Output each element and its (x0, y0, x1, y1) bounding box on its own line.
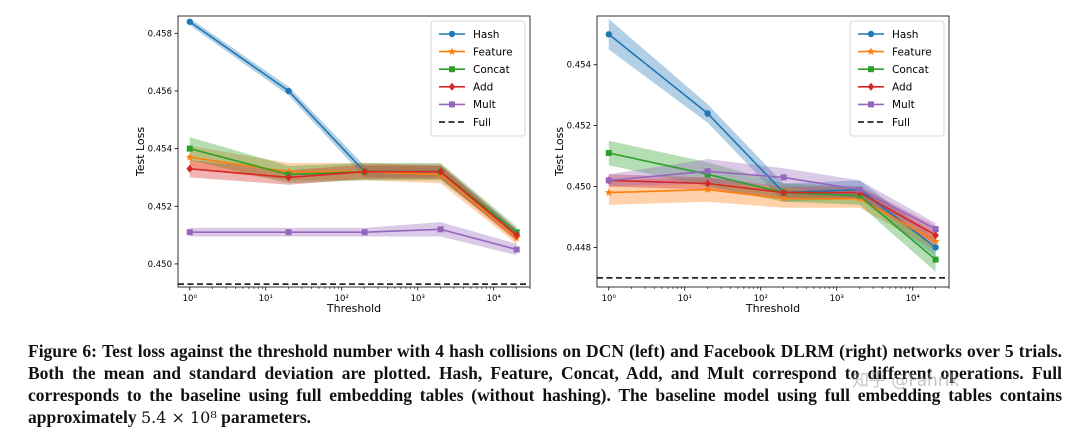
legend-marker-mult (449, 101, 455, 108)
data-point-concat (704, 171, 711, 178)
data-point-mult (856, 186, 863, 193)
caption-text: Test loss against the threshold number w… (28, 341, 1063, 427)
legend-label: Add (892, 82, 912, 94)
data-point-mult (605, 177, 612, 184)
legend-label: Full (473, 117, 491, 129)
y-axis-label: Test Loss (134, 127, 147, 178)
x-tick-label: 10³ (830, 294, 844, 304)
chart-left: 10⁰ 10¹ 10² 10³ 10⁴ 0.450 0.452 0.454 0.456 0.458… (134, 15, 531, 315)
data-point-hash (932, 244, 939, 251)
legend-label: Feature (473, 46, 513, 58)
legend-marker-mult (868, 101, 874, 108)
watermark: 知乎 @Fahrik (852, 371, 960, 391)
data-point-feature (185, 153, 194, 161)
data-point-mult (932, 226, 939, 233)
x-tick-label: 10⁰ (602, 294, 617, 304)
data-point-mult (186, 229, 193, 236)
data-point-add (437, 167, 444, 176)
x-tick-label: 10³ (411, 294, 425, 304)
x-axis-label: Threshold (745, 302, 800, 315)
legend-marker-concat (868, 66, 874, 73)
data-point-add (704, 179, 711, 188)
x-tick-label: 10¹ (259, 294, 273, 304)
data-point-hash (285, 87, 292, 95)
legend-label: Feature (892, 46, 932, 58)
y-tick-label: 0.454 (567, 61, 591, 71)
caption-label: Figure 6: (28, 341, 97, 361)
data-point-concat (932, 256, 939, 263)
legend-label: Add (473, 82, 493, 94)
std-band-hash (608, 19, 936, 257)
data-point-hash (605, 31, 612, 38)
data-point-hash (186, 18, 193, 25)
y-tick-label: 0.450 (567, 183, 591, 193)
x-tick-label: 10¹ (678, 294, 692, 304)
data-point-mult (361, 229, 368, 236)
data-point-concat (605, 150, 612, 157)
legend-marker-concat (449, 66, 455, 73)
x-tick-label: 10⁰ (183, 294, 198, 304)
std-band-mult (189, 222, 517, 256)
legend-label: Hash (892, 29, 918, 41)
data-point-mult (780, 174, 787, 181)
x-axis-label: Threshold (326, 302, 381, 315)
caption-param-count: 5.4 × 10⁸ (140, 408, 217, 427)
legend-marker-hash (448, 30, 456, 38)
data-point-mult (704, 168, 711, 175)
data-point-feature (284, 167, 293, 176)
legend-label: Mult (473, 99, 496, 111)
legend-label: Full (892, 117, 910, 129)
data-point-add (780, 188, 787, 197)
legend-label: Hash (473, 29, 499, 41)
y-tick-label: 0.450 (148, 260, 172, 270)
y-tick-label: 0.448 (567, 243, 591, 253)
x-tick-label: 10⁴ (906, 294, 921, 304)
data-point-add (285, 173, 292, 182)
y-tick-label: 0.458 (148, 29, 172, 39)
y-tick-label: 0.456 (148, 87, 172, 97)
std-band-add (189, 160, 517, 241)
x-tick-label: 10² (335, 294, 349, 304)
y-tick-label: 0.452 (567, 122, 591, 132)
plot-frame (177, 15, 531, 288)
y-axis-label: Test Loss (553, 127, 566, 178)
data-point-add (513, 231, 520, 240)
caption-tail: parameters. (221, 407, 312, 427)
data-point-feature (703, 185, 712, 193)
data-point-hash (704, 110, 711, 117)
legend-label: Concat (892, 64, 929, 76)
legend-marker-hash (867, 30, 875, 38)
figure-caption: Figure 6: Test loss against the threshol… (28, 340, 1062, 429)
plot-frame (596, 15, 950, 288)
data-point-feature (779, 194, 788, 203)
chart-right: 10⁰ 10¹ 10² 10³ 10⁴ 0.448 0.450 0.452 0.454 Thres… (553, 15, 950, 315)
data-point-feature (931, 237, 940, 245)
data-point-concat (186, 145, 193, 152)
legend-label: Mult (892, 99, 915, 111)
y-tick-label: 0.454 (148, 145, 172, 155)
data-point-add (186, 164, 194, 173)
legend-marker-feature (448, 47, 456, 55)
legend-marker-add (867, 82, 875, 91)
data-point-mult (513, 246, 520, 253)
legend-marker-feature (867, 47, 875, 55)
data-point-mult (285, 229, 292, 236)
data-point-add (932, 231, 939, 240)
legend-label: Concat (473, 64, 510, 76)
x-tick-label: 10⁴ (487, 294, 502, 304)
y-tick-label: 0.452 (148, 202, 172, 212)
figure: 10⁰ 10¹ 10² 10³ 10⁴ 0.450 0.452 0.454 0.456 0.458… (134, 15, 950, 315)
data-point-add (361, 167, 368, 176)
data-point-feature (604, 188, 613, 196)
data-point-mult (437, 226, 444, 233)
std-band-concat (189, 137, 517, 238)
std-band-mult (608, 159, 936, 236)
legend-marker-add (448, 82, 456, 91)
x-tick-label: 10² (754, 294, 768, 304)
